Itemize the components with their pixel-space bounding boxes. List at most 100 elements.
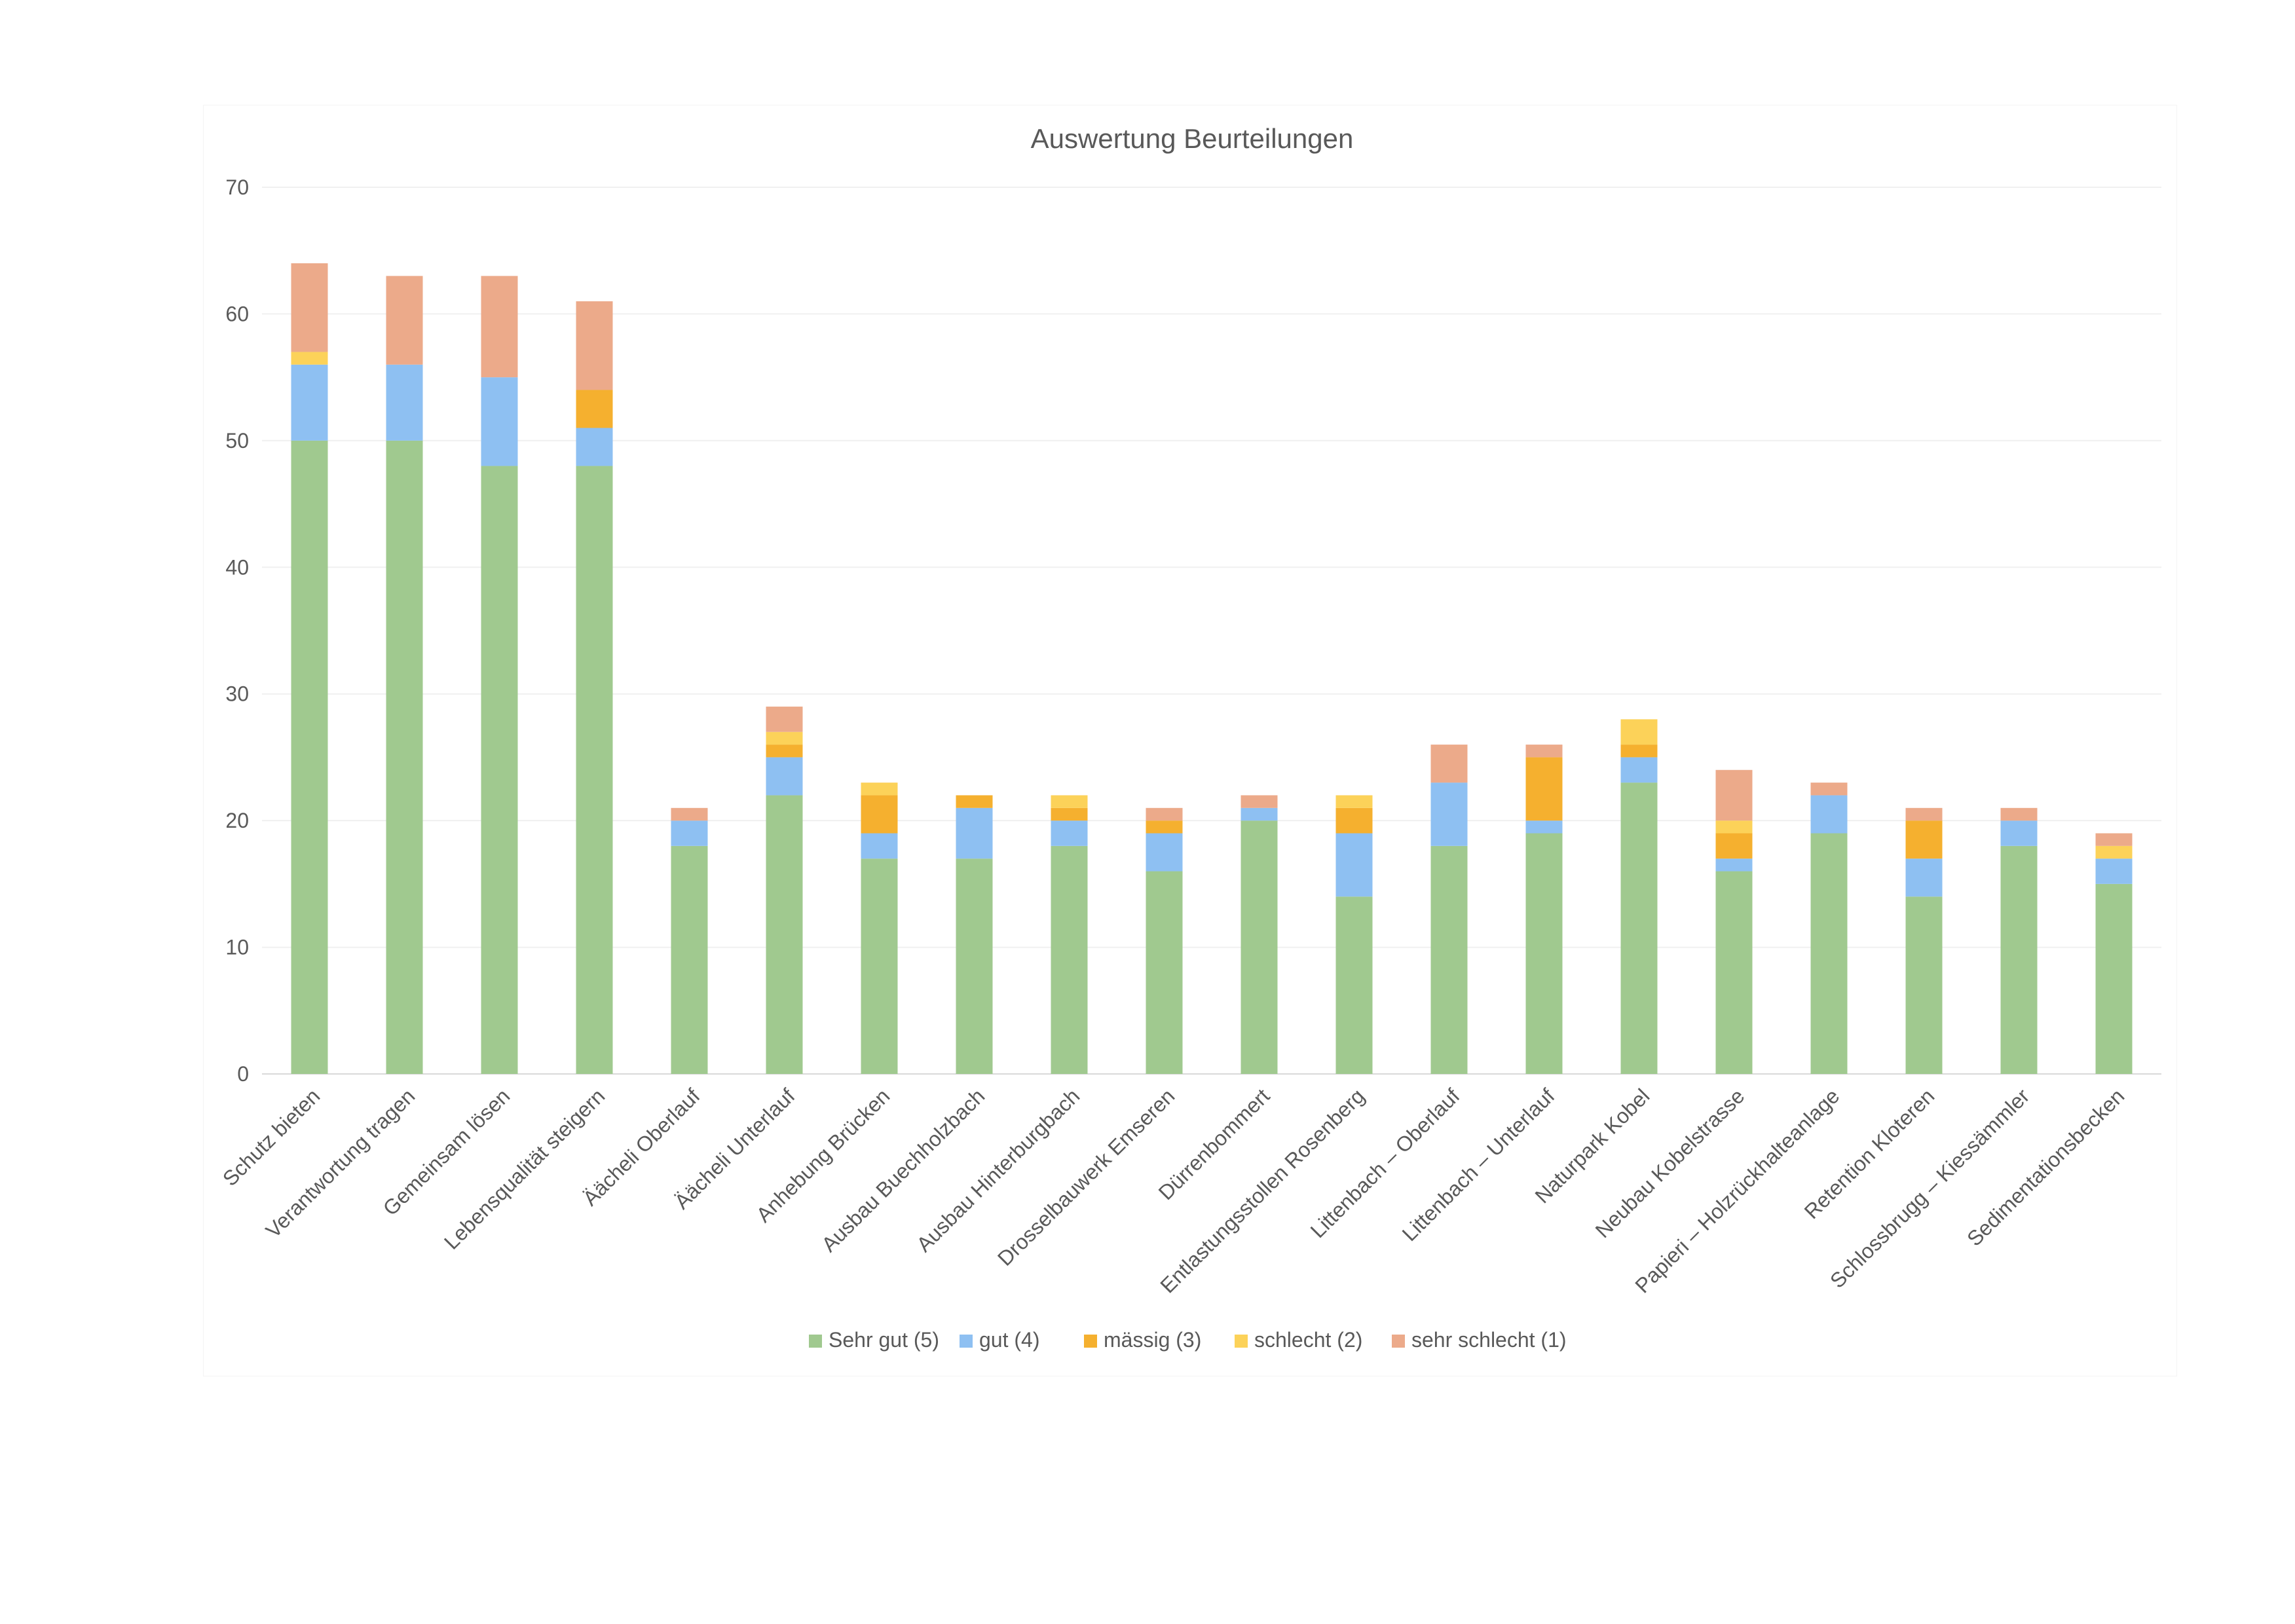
chart-title: Auswertung Beurteilungen xyxy=(1031,123,1354,154)
bar-segment xyxy=(671,845,708,1074)
bar-segment xyxy=(861,795,898,834)
bar-segment xyxy=(956,858,993,1074)
bar-segment xyxy=(1241,821,1278,1074)
bar-segment xyxy=(861,783,898,796)
x-tick-label: Papieri – Holzrückhalteanlage xyxy=(1630,1084,1844,1297)
bars xyxy=(291,263,2133,1074)
bar-segment xyxy=(766,731,803,745)
bar-segment xyxy=(766,745,803,758)
bar-segment xyxy=(1051,821,1088,846)
bar-segment xyxy=(1905,821,1943,859)
bar-segment xyxy=(766,757,803,796)
x-tick-label: Ausbau Hinterburgbach xyxy=(912,1084,1084,1256)
bar-segment xyxy=(386,276,423,365)
bar-segment xyxy=(1620,757,1658,783)
bar-segment xyxy=(1241,807,1278,821)
bar-segment xyxy=(1525,757,1563,821)
bar-segment xyxy=(291,440,328,1074)
y-tick-label: 50 xyxy=(225,429,249,452)
x-tick-label: Drosselbauwerk Emseren xyxy=(993,1084,1180,1270)
bar-segment xyxy=(1430,845,1468,1074)
legend-label: Sehr gut (5) xyxy=(829,1328,939,1352)
bar-segment xyxy=(2095,883,2133,1074)
bar-segment xyxy=(1146,807,1183,821)
bar-segment xyxy=(1715,833,1753,859)
x-tick-label: Lebensqualität steigern xyxy=(439,1084,609,1253)
bar-segment xyxy=(1430,745,1468,783)
bar-segment xyxy=(291,352,328,365)
bar-segment xyxy=(2095,845,2133,859)
legend-label: gut (4) xyxy=(979,1328,1039,1352)
bar-segment xyxy=(1905,807,1943,821)
bar-segment xyxy=(1715,821,1753,834)
bar-segment xyxy=(956,807,993,859)
legend-swatch xyxy=(960,1335,973,1348)
bar-segment xyxy=(1241,795,1278,808)
x-tick-label: Entlastungsstollen Rosenberg xyxy=(1155,1084,1369,1297)
bar-segment xyxy=(1810,833,1848,1074)
bar-segment xyxy=(1620,745,1658,758)
bar-segment xyxy=(2000,821,2038,846)
legend-swatch xyxy=(809,1335,822,1348)
bar-segment xyxy=(1715,769,1753,821)
bar-segment xyxy=(861,833,898,859)
y-tick-label: 70 xyxy=(225,175,249,199)
bar-segment xyxy=(481,276,518,378)
legend-label: sehr schlecht (1) xyxy=(1411,1328,1567,1352)
x-tick-label: Schlossbrugg – Kiessämmler xyxy=(1825,1084,2034,1293)
bar-segment xyxy=(2095,833,2133,846)
bar-segment xyxy=(576,428,613,466)
bar-segment xyxy=(1335,807,1373,834)
bar-segment xyxy=(671,807,708,821)
bar-segment xyxy=(1905,858,1943,897)
bar-segment xyxy=(481,466,518,1074)
bar-segment xyxy=(1430,783,1468,846)
chart-frame xyxy=(203,105,2177,1376)
bar-segment xyxy=(291,364,328,441)
bar-segment xyxy=(386,440,423,1074)
bar-segment xyxy=(1051,795,1088,808)
bar-segment xyxy=(1620,783,1658,1074)
y-tick-label: 60 xyxy=(225,302,249,325)
x-tick-label: Schutz bieten xyxy=(218,1084,325,1190)
bar-segment xyxy=(1715,871,1753,1074)
y-tick-label: 20 xyxy=(225,809,249,832)
bar-segment xyxy=(386,364,423,441)
bar-segment xyxy=(576,301,613,390)
bar-segment xyxy=(1146,871,1183,1074)
bar-segment xyxy=(1525,745,1563,758)
x-tick-label: Ausbau Buechholzbach xyxy=(817,1084,989,1256)
bar-segment xyxy=(956,795,993,808)
bar-segment xyxy=(766,795,803,1074)
bar-segment xyxy=(1335,833,1373,897)
legend-label: schlecht (2) xyxy=(1254,1328,1362,1352)
bar-segment xyxy=(576,466,613,1074)
bar-segment xyxy=(1335,795,1373,808)
bar-segment xyxy=(1335,896,1373,1074)
bar-segment xyxy=(671,821,708,846)
bar-segment xyxy=(1051,807,1088,821)
y-tick-label: 0 xyxy=(237,1062,249,1086)
bar-segment xyxy=(2095,858,2133,884)
bar-segment xyxy=(861,858,898,1074)
bar-segment xyxy=(2000,807,2038,821)
bar-segment xyxy=(291,263,328,352)
bar-segment xyxy=(1905,896,1943,1074)
y-tick-label: 40 xyxy=(225,555,249,579)
x-tick-label: Sedimentationsbecken xyxy=(1962,1084,2129,1250)
y-axis: 0 10 20 30 40 50 60 70 xyxy=(225,175,2161,1086)
gridlines xyxy=(262,187,2161,948)
bar-segment xyxy=(576,390,613,428)
bar-segment xyxy=(1620,719,1658,745)
bar-segment xyxy=(1810,795,1848,834)
y-tick-label: 10 xyxy=(225,936,249,959)
bar-segment xyxy=(1146,833,1183,872)
bar-segment xyxy=(1525,833,1563,1074)
bar-segment xyxy=(481,377,518,466)
legend-swatch xyxy=(1084,1335,1097,1348)
bar-segment xyxy=(1525,821,1563,834)
legend-label: mässig (3) xyxy=(1104,1328,1201,1352)
bar-segment xyxy=(2000,845,2038,1074)
